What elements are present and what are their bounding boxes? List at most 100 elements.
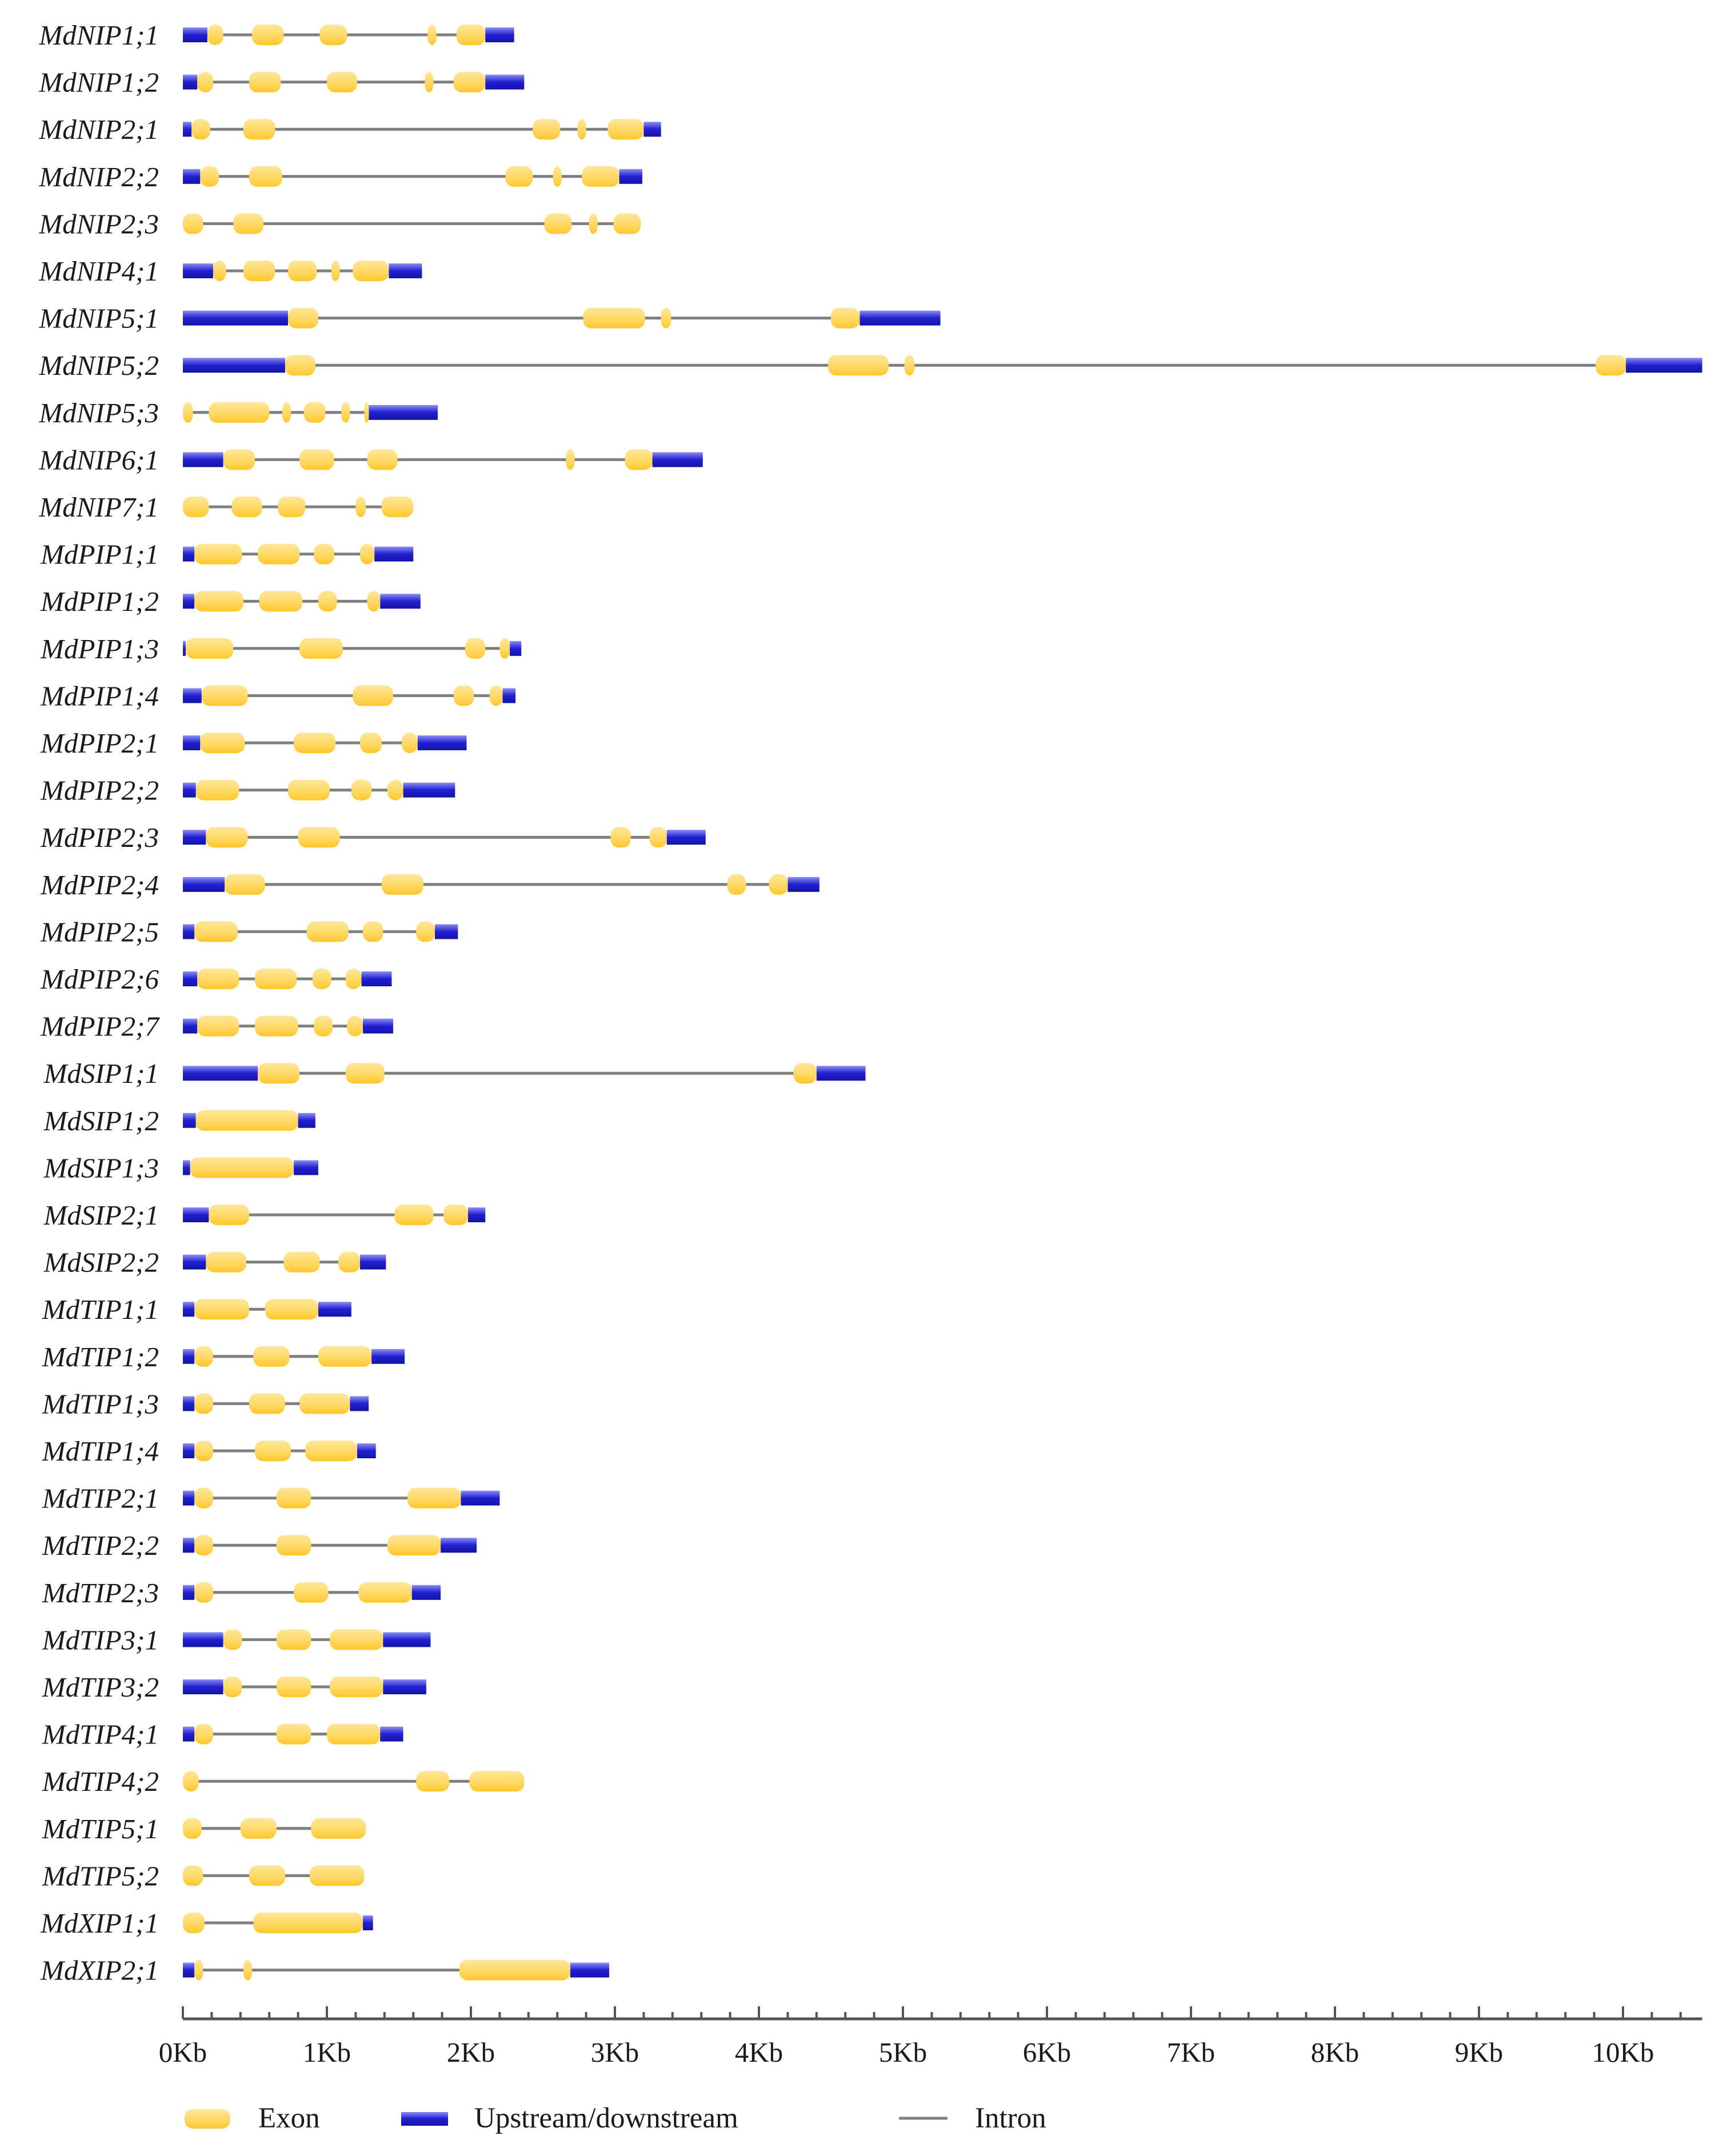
exon-segment bbox=[255, 1015, 298, 1037]
gene-row: MdNIP5;1 bbox=[38, 303, 941, 334]
exon-segment bbox=[197, 969, 239, 989]
exon-segment bbox=[276, 1723, 311, 1745]
gene-label: MdPIP1;2 bbox=[40, 586, 159, 617]
exon-segment bbox=[427, 25, 437, 45]
exon-segment bbox=[364, 402, 369, 423]
exon-segment bbox=[359, 543, 375, 565]
utr-segment bbox=[183, 641, 186, 656]
legend-exon-swatch bbox=[185, 2109, 230, 2129]
utr-segment bbox=[183, 971, 198, 986]
utr-segment bbox=[183, 546, 195, 562]
utr-segment bbox=[183, 1632, 223, 1647]
gene-label: MdPIP1;1 bbox=[40, 539, 159, 570]
x-axis: 0Kb 1Kb 2Kb 3Kb 4Kb 5Kb 6Kb 7Kb 8Kb 9Kb 10Kb bbox=[159, 2006, 1702, 2068]
utr-segment bbox=[1626, 358, 1702, 373]
exon-segment bbox=[625, 449, 653, 470]
gene-row: MdNIP4;1 bbox=[38, 255, 422, 287]
exon-segment bbox=[499, 638, 510, 659]
gene-row: MdTIP3;2 bbox=[42, 1671, 426, 1703]
tick-label: 0Kb bbox=[159, 2037, 207, 2068]
utr-segment bbox=[619, 169, 642, 184]
utr-segment bbox=[183, 1679, 223, 1694]
gene-label: MdSIP1;1 bbox=[43, 1058, 159, 1089]
utr-segment bbox=[183, 1066, 258, 1081]
exon-segment bbox=[299, 449, 334, 470]
exon-segment bbox=[294, 733, 336, 753]
gene-label: MdNIP5;1 bbox=[38, 303, 159, 334]
exon-segment bbox=[213, 261, 226, 281]
gene-row: MdNIP5;3 bbox=[38, 397, 438, 429]
exon-segment bbox=[278, 497, 306, 517]
gene-label: MdTIP2;2 bbox=[42, 1530, 159, 1561]
gene-label: MdTIP3;1 bbox=[42, 1624, 159, 1655]
utr-segment bbox=[183, 1962, 195, 1978]
exon-segment bbox=[327, 1723, 381, 1745]
tick-label: 8Kb bbox=[1311, 2037, 1359, 2068]
exon-segment bbox=[358, 1582, 412, 1603]
utr-segment bbox=[374, 546, 414, 562]
legend-utr-swatch bbox=[401, 2112, 448, 2126]
exon-segment bbox=[305, 1441, 357, 1461]
utr-segment bbox=[183, 1160, 190, 1175]
exon-segment bbox=[904, 355, 915, 376]
gene-label: MdXIP2;1 bbox=[40, 1955, 159, 1986]
exon-segment bbox=[195, 1110, 298, 1131]
utr-segment bbox=[510, 641, 522, 656]
utr-segment bbox=[183, 1585, 195, 1600]
exon-segment bbox=[223, 1629, 242, 1650]
gene-label: MdTIP4;2 bbox=[42, 1766, 159, 1797]
exon-segment bbox=[303, 402, 326, 423]
utr-segment bbox=[441, 1538, 477, 1553]
exon-segment bbox=[456, 25, 486, 45]
exon-segment bbox=[338, 1251, 360, 1273]
utr-segment bbox=[461, 1490, 500, 1506]
exon-segment bbox=[1596, 355, 1626, 376]
gene-label: MdPIP2;1 bbox=[40, 727, 159, 759]
exon-segment bbox=[367, 449, 398, 470]
exon-segment bbox=[793, 1063, 817, 1084]
gene-row: MdXIP2;1 bbox=[40, 1955, 609, 1986]
utr-segment bbox=[570, 1962, 609, 1978]
exon-segment bbox=[183, 1818, 202, 1839]
gene-row: MdPIP1;2 bbox=[40, 586, 421, 617]
exon-segment bbox=[341, 402, 350, 423]
exon-segment bbox=[209, 1205, 249, 1225]
exon-segment bbox=[258, 543, 300, 565]
utr-segment bbox=[183, 1018, 198, 1034]
exon-segment bbox=[283, 1251, 320, 1273]
exon-segment bbox=[318, 1346, 372, 1367]
exon-segment bbox=[194, 921, 238, 942]
gene-label: MdNIP6;1 bbox=[38, 444, 159, 475]
utr-segment bbox=[183, 169, 201, 184]
utr-segment bbox=[787, 877, 819, 892]
utr-segment bbox=[359, 1254, 386, 1270]
exon-segment bbox=[489, 685, 503, 706]
exon-segment bbox=[194, 1299, 249, 1320]
gene-row: MdPIP2;1 bbox=[40, 727, 467, 759]
gene-row: MdSIP2;2 bbox=[43, 1247, 386, 1278]
exon-segment bbox=[610, 827, 631, 848]
exon-segment bbox=[183, 213, 203, 234]
exon-segment bbox=[223, 1677, 242, 1697]
utr-segment bbox=[350, 1396, 369, 1411]
exon-segment bbox=[194, 543, 242, 565]
exon-segment bbox=[443, 1205, 468, 1225]
exon-segment bbox=[353, 685, 393, 706]
utr-segment bbox=[183, 1490, 195, 1506]
utr-segment bbox=[389, 263, 422, 278]
exon-segment bbox=[533, 119, 561, 140]
exon-segment bbox=[206, 827, 248, 848]
exon-segment bbox=[231, 497, 262, 517]
legend: Exon Upstream/downstream Intron bbox=[185, 2102, 1046, 2134]
gene-label: MdPIP2;7 bbox=[40, 1011, 160, 1042]
exon-segment bbox=[425, 71, 434, 93]
exon-segment bbox=[249, 166, 282, 187]
utr-segment bbox=[383, 1632, 431, 1647]
exon-segment bbox=[194, 1723, 213, 1745]
exon-segment bbox=[183, 1771, 199, 1792]
gene-row: MdTIP5;1 bbox=[42, 1813, 366, 1845]
exon-segment bbox=[276, 1535, 311, 1556]
exon-segment bbox=[309, 1865, 365, 1886]
utr-segment bbox=[361, 971, 392, 986]
exon-segment bbox=[381, 874, 423, 895]
